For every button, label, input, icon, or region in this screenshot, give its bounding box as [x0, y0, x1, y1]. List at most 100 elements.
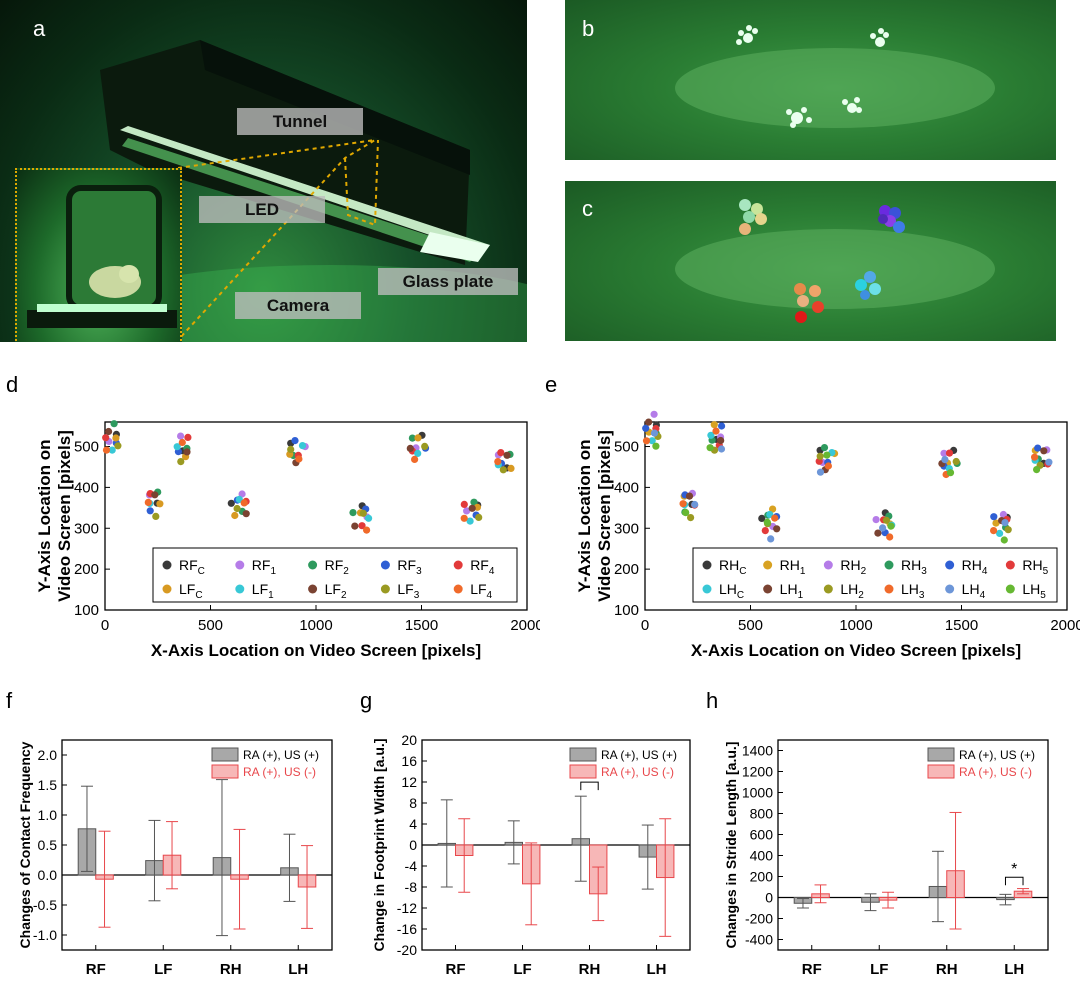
y-tick-label: 400 [614, 479, 639, 496]
data-point-rf-4 [497, 449, 505, 457]
y-tick-label: 0 [409, 837, 417, 853]
panel-b-label: b [582, 16, 595, 41]
data-point-lf-2 [151, 491, 159, 499]
y-tick-label: 200 [750, 869, 774, 885]
legend-label: RF1 [252, 557, 277, 577]
x-tick-label: 0 [641, 617, 649, 634]
data-point-rf-4 [184, 433, 192, 441]
y-tick-label: 12 [401, 774, 417, 790]
legend-label-base: RH [901, 557, 921, 573]
data-point-lh-1 [1040, 447, 1048, 455]
y-tick-label: 1000 [742, 785, 773, 801]
legend-label: RA (+), US (+) [959, 748, 1035, 762]
data-point-lf-4 [144, 498, 152, 506]
x-tick-label: 0 [101, 617, 109, 634]
legend-label: RF2 [325, 557, 350, 577]
legend-swatch [927, 764, 955, 779]
data-point-lf-3 [233, 504, 241, 513]
y-tick-label: 1200 [742, 764, 773, 780]
legend-marker [235, 560, 245, 570]
legend-label-base: LH [962, 581, 980, 597]
x-tick-label: 1500 [405, 617, 438, 634]
data-point-lh-4 [816, 468, 825, 476]
data-point-rh-4 [1034, 444, 1042, 452]
legend-marker [453, 584, 463, 594]
y-tick-label: 100 [74, 602, 99, 619]
legend-marker [702, 584, 712, 594]
legend-label-sub: 2 [861, 566, 867, 577]
data-point-lf-1 [298, 442, 307, 450]
legend-label: LF3 [397, 581, 419, 601]
y-tick-label: 1.0 [38, 807, 58, 823]
legend-label: RH4 [962, 557, 988, 577]
legend-swatch [211, 747, 239, 762]
data-point-rf-3 [291, 437, 299, 445]
y-tick-label: 0 [765, 890, 773, 906]
legend-label-sub: 4 [982, 566, 988, 577]
data-point-lf-c [414, 434, 422, 442]
x-tick-label: 2000 [1050, 617, 1080, 634]
legend-marker [884, 560, 894, 570]
data-point-lf-4 [411, 455, 419, 463]
x-category-label: RF [86, 961, 106, 978]
data-point-rh-4 [718, 422, 726, 430]
x-tick-label: 500 [738, 617, 763, 634]
data-point-rh-2 [940, 449, 948, 457]
bar-chart-f: -1.0 -0.5 0.0 0.5 1.0 1.5 2.0 Changes of Contac… [17, 739, 333, 978]
data-point-rh-2 [872, 516, 880, 524]
legend-label: RFC [179, 557, 205, 577]
data-point-lf-c [231, 511, 239, 520]
data-point-rh-3 [820, 444, 829, 452]
y-tick-label: 200 [74, 561, 99, 578]
data-point-lh-3 [679, 500, 687, 508]
legend-label-sub: C [195, 590, 202, 601]
data-point-lf-3 [359, 509, 367, 517]
tunnel-label: Tunnel [237, 108, 363, 135]
legend-label-base: RF [325, 557, 344, 573]
data-point-lh-5 [946, 469, 955, 477]
data-point-rf-1 [177, 432, 185, 440]
y-tick-label: 300 [74, 520, 99, 537]
data-point-lf-2 [242, 510, 250, 518]
legend-marker [884, 584, 894, 594]
legend-label: LH2 [840, 581, 864, 601]
legend-label-base: RF [397, 557, 416, 573]
legend-label-sub: 5 [1043, 566, 1049, 577]
legend-label-sub: 2 [858, 590, 864, 601]
legend-label: LH5 [1022, 581, 1046, 601]
bar-chart-h: -400 -200 0 200 400 600 800 1000 1200 1400Changes… [723, 739, 1049, 978]
data-point-lf-4 [494, 458, 502, 466]
significance-bracket [580, 781, 599, 791]
legend-label: RH5 [1022, 557, 1048, 577]
data-point-lh-1 [645, 418, 653, 426]
data-point-rf-2 [408, 434, 416, 442]
x-tick-label: 1000 [299, 617, 332, 634]
legend-label: LHC [719, 581, 744, 601]
legend-label-sub: 5 [1040, 590, 1046, 601]
data-point-lf-4 [102, 446, 111, 454]
panel-h-label: h [706, 688, 719, 713]
y-axis-title: Changes in Stride Length [a.u.] [723, 742, 739, 949]
data-point-lf-4 [240, 499, 248, 507]
legend-swatch [927, 747, 955, 762]
glass-plate-label: Glass plate [378, 268, 518, 295]
data-point-lf-3 [177, 458, 185, 466]
y-axis-title-line: Y-Axis Location on [35, 439, 54, 592]
data-point-lh-4 [767, 535, 775, 543]
data-point-lf-2 [468, 504, 476, 512]
data-point-rf-4 [102, 434, 110, 442]
legend-marker [380, 560, 390, 570]
data-point-rh-1 [992, 519, 1000, 527]
plot-frame [777, 739, 1049, 951]
legend-label-sub: 1 [800, 566, 806, 577]
legend-swatch [569, 764, 597, 779]
legend-label: RA (+), US (-) [243, 765, 316, 779]
panel-c-label: c [582, 196, 593, 221]
legend-label-sub: 3 [919, 590, 925, 601]
data-point-lh-4 [691, 500, 699, 509]
data-point-rf-4 [358, 522, 366, 530]
legend-swatch [569, 747, 597, 762]
data-point-lf-3 [421, 442, 429, 450]
legend-label-sub: 4 [487, 590, 493, 601]
y-tick-label: 4 [409, 816, 417, 832]
